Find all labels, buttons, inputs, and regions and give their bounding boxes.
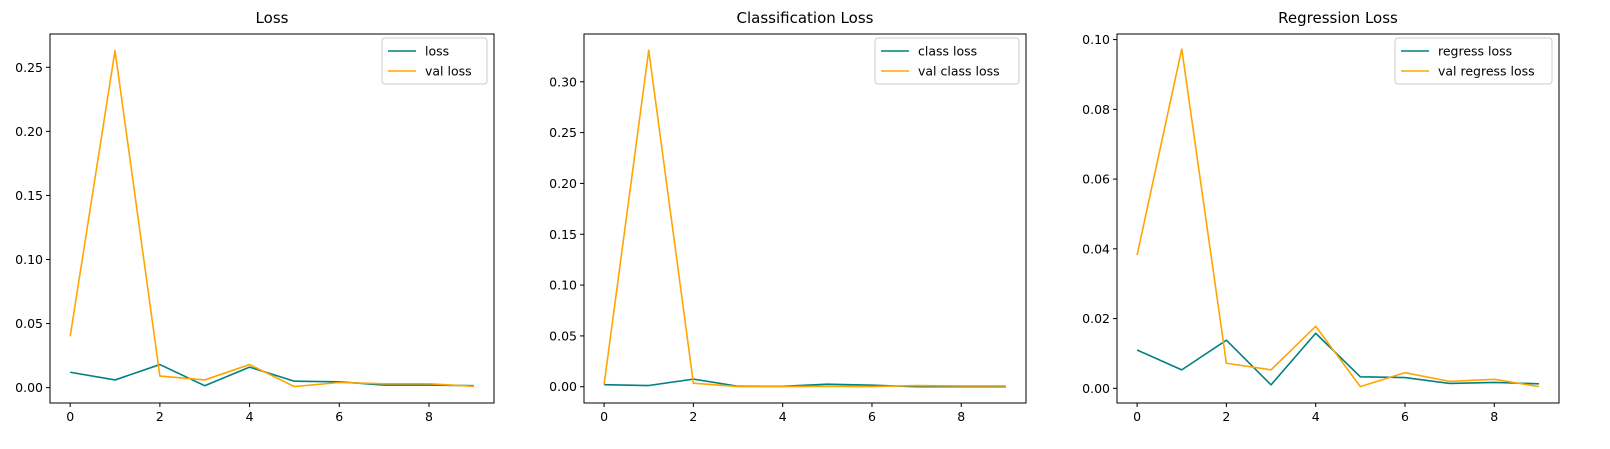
- legend-label: val class loss: [918, 64, 1000, 79]
- y-tick-label: 0.00: [549, 379, 577, 394]
- series-line-train: [604, 378, 1006, 388]
- legend-box: [1394, 37, 1553, 85]
- y-tick-label: 0.30: [549, 74, 577, 89]
- legend: class loss val class loss: [874, 37, 1020, 85]
- chart-title: Regression Loss: [1278, 9, 1398, 27]
- y-tick-label: 0.04: [1082, 241, 1110, 256]
- y-tick-label: 0.10: [1082, 32, 1110, 47]
- x-tick-label: 8: [957, 409, 965, 424]
- x-tick-label: 0: [66, 409, 74, 424]
- plot-frame: [1116, 33, 1560, 404]
- plot-frame: [49, 33, 495, 404]
- legend-label: regress loss: [1438, 44, 1512, 59]
- classification-loss-chart: Classification Loss 0 2 4 6 8 0.00 0.05 0.10 0.1…: [549, 9, 1027, 424]
- y-tick-label: 0.05: [15, 316, 43, 331]
- x-tick-label: 0: [600, 409, 608, 424]
- legend: loss val loss: [381, 37, 488, 85]
- y-tick-label: 0.15: [549, 227, 577, 242]
- y-tick-label: 0.02: [1082, 311, 1110, 326]
- series-line-val: [69, 49, 474, 388]
- series-line-val: [603, 49, 1006, 388]
- x-tick-label: 6: [335, 409, 343, 424]
- legend-box: [381, 37, 488, 85]
- legend-label: val loss: [425, 64, 472, 79]
- x-tick-label: 0: [1133, 409, 1141, 424]
- x-tick-label: 8: [425, 409, 433, 424]
- y-tick-label: 0.20: [549, 176, 577, 191]
- y-tick-label: 0.08: [1082, 102, 1110, 117]
- y-tick-label: 0.05: [549, 328, 577, 343]
- x-tick-label: 8: [1490, 409, 1498, 424]
- legend-label: class loss: [918, 44, 977, 59]
- y-tick-label: 0.06: [1082, 172, 1110, 187]
- y-tick-label: 0.10: [15, 252, 43, 267]
- x-tick-label: 2: [156, 409, 164, 424]
- x-tick-label: 6: [1401, 409, 1409, 424]
- chart-title: Classification Loss: [737, 9, 874, 27]
- x-tick-label: 6: [868, 409, 876, 424]
- x-tick-label: 4: [1312, 409, 1320, 424]
- y-tick-label: 0.25: [549, 125, 577, 140]
- legend-label: val regress loss: [1438, 64, 1535, 79]
- x-tick-label: 2: [689, 409, 697, 424]
- chart-title: Loss: [256, 9, 289, 27]
- legend-label: loss: [425, 44, 449, 59]
- y-tick-label: 0.10: [549, 278, 577, 293]
- y-tick-label: 0.20: [15, 124, 43, 139]
- series-line-train: [70, 363, 474, 387]
- y-tick-label: 0.15: [15, 188, 43, 203]
- x-tick-label: 2: [1222, 409, 1230, 424]
- regression-loss-chart: Regression Loss 0 2 4 6 8 0.00 0.02 0.04 0.06 0.0…: [1082, 9, 1560, 424]
- loss-chart: Loss 0 2 4 6 8 0.00 0.05 0.10 0.15 0.20 0.25 loss va…: [15, 9, 495, 424]
- y-tick-label: 0.00: [15, 380, 43, 395]
- legend: regress loss val regress loss: [1394, 37, 1553, 85]
- y-tick-label: 0.25: [15, 60, 43, 75]
- series-line-train: [1136, 332, 1539, 386]
- series-line-val: [1136, 48, 1540, 388]
- x-tick-label: 4: [246, 409, 254, 424]
- y-tick-label: 0.00: [1082, 381, 1110, 396]
- plot-frame: [583, 33, 1027, 404]
- x-tick-label: 4: [779, 409, 787, 424]
- legend-box: [874, 37, 1020, 85]
